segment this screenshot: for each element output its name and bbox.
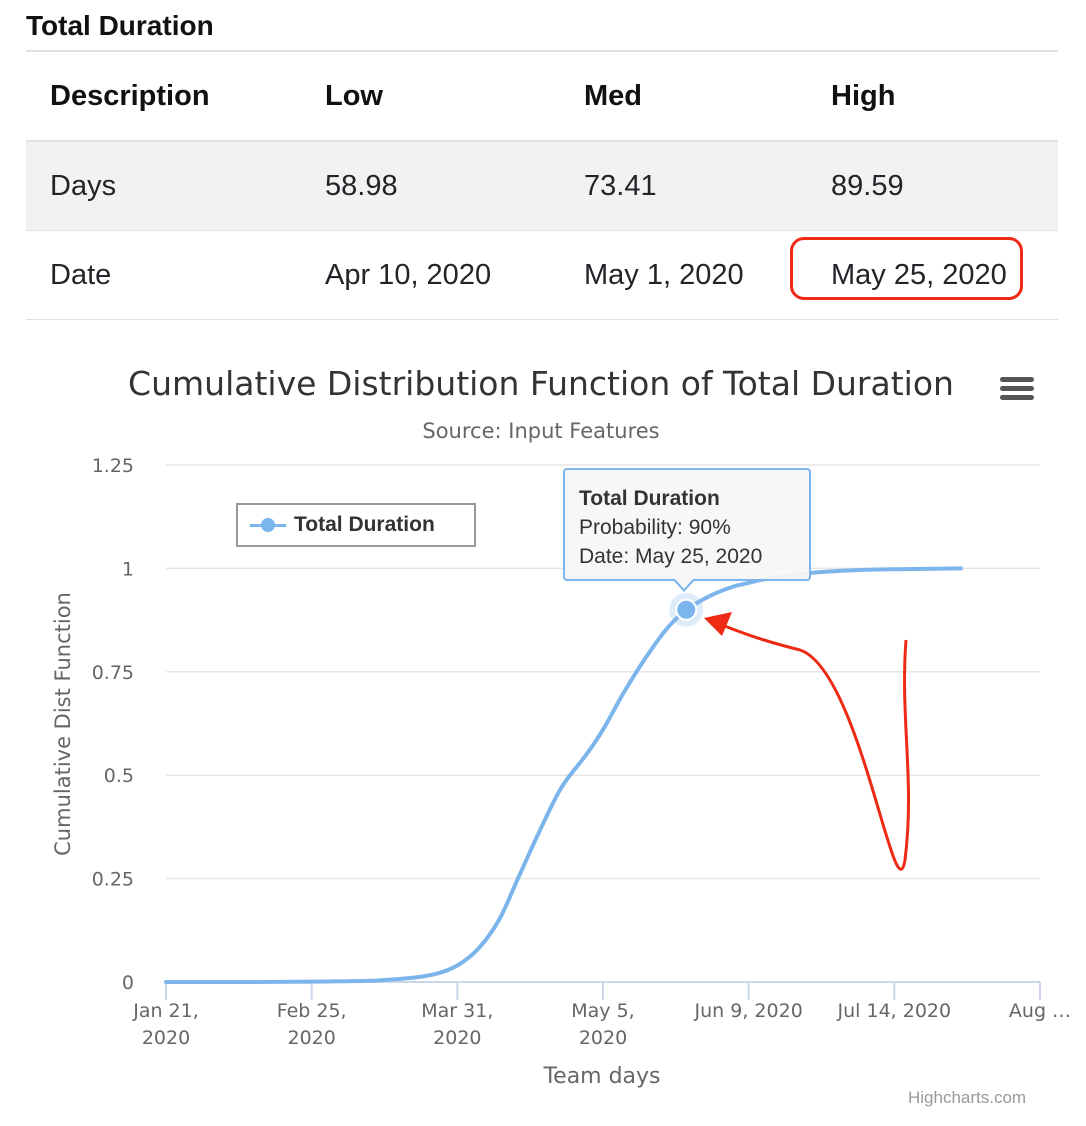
- x-axis-label: Team days: [542, 1064, 660, 1089]
- x-tick-label: Aug …: [1009, 1000, 1071, 1022]
- table-row: Date Apr 10, 2020 May 1, 2020 May 25, 20…: [26, 230, 1058, 320]
- tooltip-pointer-inner: [675, 579, 693, 589]
- y-tick-label: 0.75: [92, 662, 134, 684]
- cell-low: 58.98: [301, 141, 560, 231]
- table-header-row: Description Low Med High: [26, 52, 1058, 142]
- cell-low: Apr 10, 2020: [301, 230, 560, 320]
- duration-table: Description Low Med High Days 58.98 73.4…: [26, 52, 1058, 320]
- y-tick-label: 0.25: [92, 869, 134, 891]
- chart-legend[interactable]: Total Duration: [236, 503, 476, 547]
- tooltip-probability: Probability: 90%: [579, 516, 731, 539]
- y-tick-label: 0.5: [104, 765, 134, 787]
- annotation-arrowhead: [704, 612, 732, 636]
- legend-label: Total Duration: [294, 513, 435, 536]
- cell-med: May 1, 2020: [560, 230, 807, 320]
- section-title: Total Duration: [26, 10, 214, 41]
- chart-title: Cumulative Distribution Function of Tota…: [128, 364, 954, 403]
- x-tick-label: Jul 14, 2020: [837, 1000, 952, 1022]
- header-med: Med: [560, 52, 807, 142]
- annotation-arrow: [721, 623, 911, 871]
- x-tick-label: Jun 9, 2020: [694, 1000, 803, 1022]
- highlight-box: [790, 237, 1023, 300]
- x-tick-label: May 5, 2020: [571, 1000, 634, 1049]
- title-divider: [26, 50, 1058, 52]
- cell-high: May 25, 2020: [807, 230, 1058, 320]
- y-tick-label: 1: [122, 558, 134, 580]
- cdf-chart: 0 0.25 0.5 0.75 1 1.25 Jan 21, 2020 Feb 25, 2020…: [51, 364, 1071, 1089]
- cell-description: Days: [26, 141, 301, 231]
- highlight-point[interactable]: [675, 598, 698, 621]
- cell-high: 89.59: [807, 141, 1058, 231]
- x-axis: Jan 21, 2020 Feb 25, 2020 Mar 31, 2020 May 5, 2…: [132, 981, 1071, 1049]
- y-tick-labels: 0 0.25 0.5 0.75 1 1.25: [92, 455, 134, 994]
- header-low: Low: [301, 52, 560, 142]
- table-row: Days 58.98 73.41 89.59: [26, 141, 1058, 231]
- y-tick-label: 0: [122, 972, 134, 994]
- chart-menu-icon[interactable]: [1000, 377, 1034, 407]
- y-axis-label: Cumulative Dist Function: [51, 592, 75, 856]
- header-description: Description: [26, 52, 301, 142]
- tooltip-date: Date: May 25, 2020: [579, 545, 763, 568]
- chart-credits[interactable]: Highcharts.com: [908, 1088, 1027, 1107]
- x-tick-label: Mar 31, 2020: [421, 1000, 493, 1049]
- tooltip-title: Total Duration: [579, 487, 720, 510]
- legend-symbol-icon: [250, 515, 286, 535]
- x-tick-label: Jan 21, 2020: [132, 1000, 199, 1049]
- header-high: High: [807, 52, 1058, 142]
- x-tick-label: Feb 25, 2020: [277, 1000, 347, 1049]
- cell-description: Date: [26, 230, 301, 320]
- chart-tooltip: Total Duration Probability: 90% Date: Ma…: [563, 468, 811, 581]
- cell-med: 73.41: [560, 141, 807, 231]
- chart-subtitle: Source: Input Features: [422, 419, 659, 443]
- y-tick-label: 1.25: [92, 455, 134, 477]
